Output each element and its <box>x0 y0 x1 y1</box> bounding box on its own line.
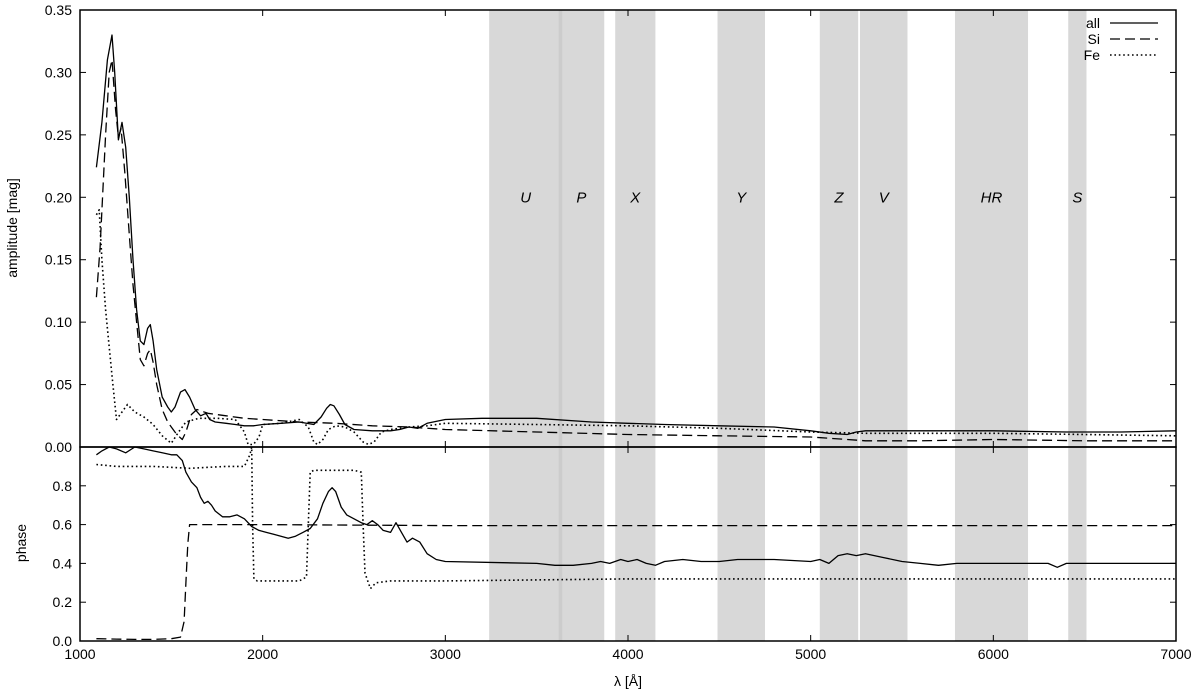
y-tick-label: 0.35 <box>45 2 72 18</box>
spectral-band-layer <box>489 10 1087 641</box>
band-label-x: X <box>629 189 641 206</box>
y-tick-label: 0.30 <box>45 64 72 80</box>
x-tick-label: 5000 <box>795 646 826 662</box>
series-fe-phase <box>96 446 1176 590</box>
y-tick-label: 0.10 <box>45 314 72 330</box>
y-tick-label: 0.0 <box>53 633 73 649</box>
phase-panel-frame <box>79 446 1177 642</box>
legend-label-all: all <box>1086 15 1100 31</box>
x-tick-label: 4000 <box>612 646 643 662</box>
y-tick-label: 0.15 <box>45 252 72 268</box>
series-fe-amplitude <box>95 209 1177 446</box>
y-tick-label: 0.6 <box>53 517 73 533</box>
x-tick-label: 6000 <box>978 646 1009 662</box>
y-tick-label: 0.20 <box>45 189 72 205</box>
band-label-z: Z <box>833 189 844 206</box>
y-tick-label: 0.05 <box>45 377 72 393</box>
band-hr <box>954 10 1029 641</box>
series-si-phase <box>96 523 1176 641</box>
x-tick-label: 2000 <box>247 646 278 662</box>
band-label-u: U <box>520 189 531 206</box>
band-label-p: P <box>576 189 586 206</box>
y-tick-label: 0.25 <box>45 127 72 143</box>
y-tick-label: 0.2 <box>53 594 73 610</box>
band-label-hr: HR <box>981 189 1003 206</box>
band-v <box>859 10 908 641</box>
y-tick-label: 0.00 <box>45 439 72 455</box>
x-tick-label: 1000 <box>64 646 95 662</box>
y-tick-label: 0.8 <box>53 478 73 494</box>
series-all-amplitude <box>95 34 1177 436</box>
series-si-amplitude <box>95 59 1176 442</box>
band-y <box>717 10 765 641</box>
legend-label-si: Si <box>1088 31 1100 47</box>
band-s <box>1068 10 1087 641</box>
band-z <box>819 10 859 641</box>
series-layer <box>95 34 1177 641</box>
y-axis-label-amplitude: amplitude [mag] <box>4 178 20 278</box>
x-axis-label: λ [Å] <box>614 673 642 689</box>
y-axis-label-phase: phase <box>13 524 29 562</box>
band-u <box>489 10 563 641</box>
band-label-v: V <box>879 189 891 206</box>
labels-layer: amplitude [mag] phase λ [Å] 1000 2000 3000… <box>4 2 1192 689</box>
band-x <box>615 10 656 641</box>
series-all-phase <box>96 446 1176 568</box>
x-tick-label: 3000 <box>430 646 461 662</box>
y-tick-label: 0.4 <box>53 555 73 571</box>
legend-label-fe: Fe <box>1084 47 1101 63</box>
x-tick-label: 7000 <box>1160 646 1191 662</box>
band-label-y: Y <box>736 189 747 206</box>
band-label-s: S <box>1072 189 1082 206</box>
plot-frames-layer <box>79 9 1177 642</box>
band-p <box>558 10 605 641</box>
